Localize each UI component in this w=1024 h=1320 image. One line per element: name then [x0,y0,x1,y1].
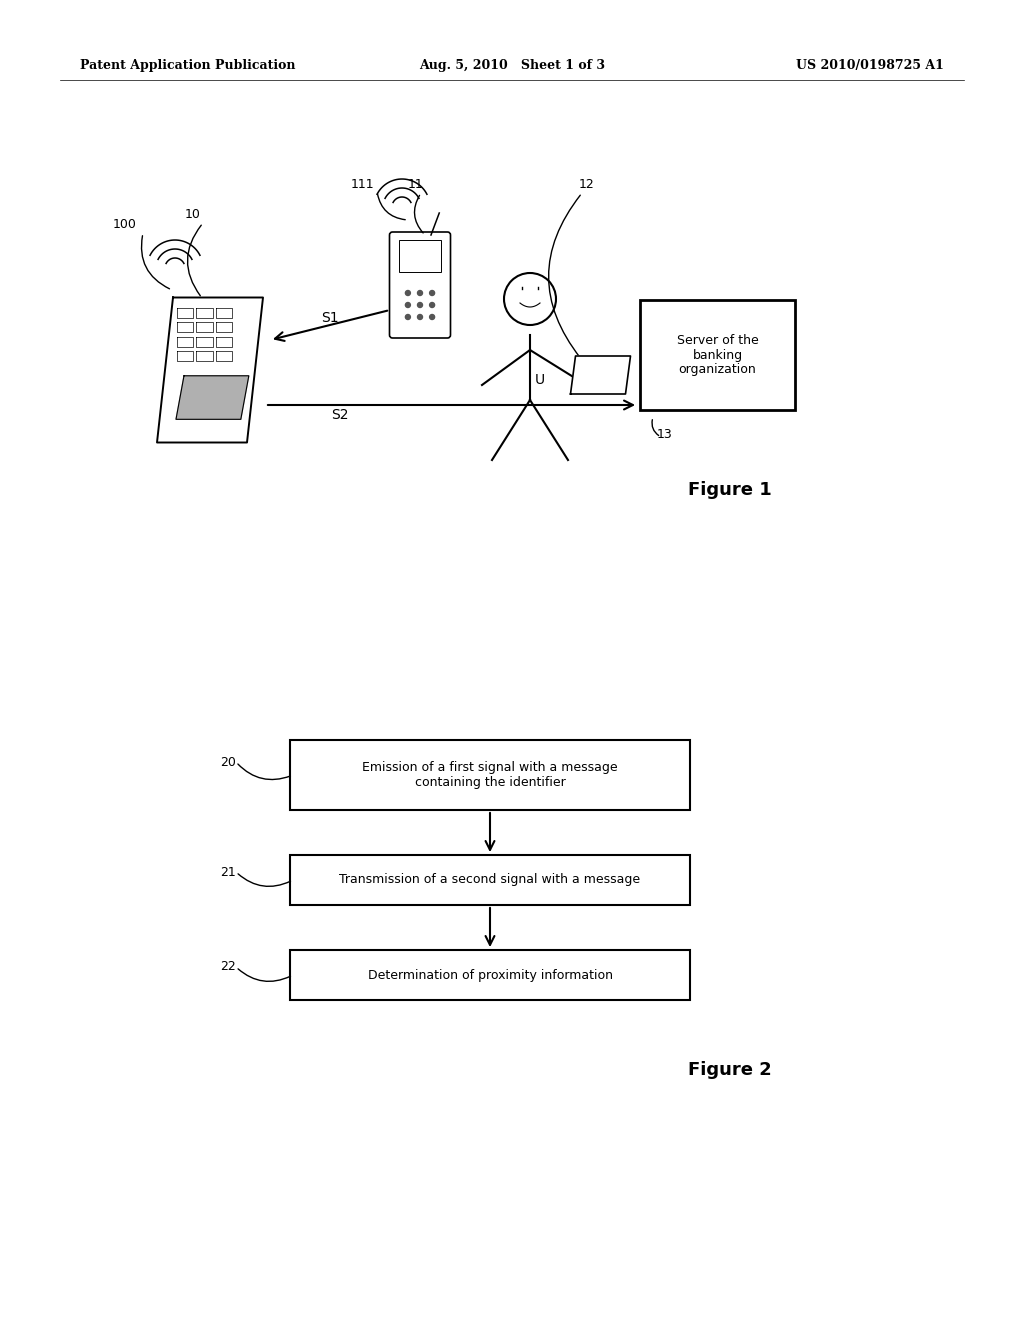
Circle shape [430,302,434,308]
Polygon shape [176,351,193,362]
Text: Transmission of a second signal with a message: Transmission of a second signal with a m… [339,874,641,887]
Circle shape [418,314,423,319]
Text: 12: 12 [580,178,595,191]
Text: 111: 111 [350,178,374,191]
Bar [398,240,441,272]
Text: S1: S1 [322,312,339,325]
Polygon shape [216,337,232,347]
Text: Figure 2: Figure 2 [688,1061,772,1078]
Bar [290,950,690,1001]
Text: 10: 10 [185,209,201,222]
Circle shape [418,302,423,308]
Bar [290,855,690,906]
Text: 22: 22 [220,961,236,974]
Polygon shape [197,351,213,362]
Polygon shape [176,376,249,420]
Text: Figure 1: Figure 1 [688,480,772,499]
Bar [640,300,795,411]
Circle shape [406,290,411,296]
Polygon shape [197,308,213,318]
Polygon shape [197,337,213,347]
Text: 13: 13 [657,429,673,441]
Circle shape [418,290,423,296]
Polygon shape [176,308,193,318]
Circle shape [504,273,556,325]
Text: Determination of proximity information: Determination of proximity information [368,969,612,982]
Circle shape [406,314,411,319]
Polygon shape [216,351,232,362]
Polygon shape [216,308,232,318]
Bar [290,741,690,810]
FancyBboxPatch shape [389,232,451,338]
Polygon shape [197,322,213,333]
Text: 20: 20 [220,755,236,768]
Text: 100: 100 [113,219,137,231]
Text: U: U [535,374,545,387]
Polygon shape [216,322,232,333]
Text: Patent Application Publication: Patent Application Publication [80,58,296,71]
Circle shape [430,314,434,319]
Text: Aug. 5, 2010   Sheet 1 of 3: Aug. 5, 2010 Sheet 1 of 3 [419,58,605,71]
Text: 11: 11 [409,178,424,191]
Circle shape [406,302,411,308]
Text: S2: S2 [331,408,349,422]
Polygon shape [157,297,263,442]
Polygon shape [570,356,631,393]
Text: 21: 21 [220,866,236,879]
Circle shape [430,290,434,296]
Text: US 2010/0198725 A1: US 2010/0198725 A1 [796,58,944,71]
Text: Emission of a first signal with a message
containing the identifier: Emission of a first signal with a messag… [362,762,617,789]
Polygon shape [176,322,193,333]
Text: Server of the
banking
organization: Server of the banking organization [677,334,759,376]
Polygon shape [176,337,193,347]
